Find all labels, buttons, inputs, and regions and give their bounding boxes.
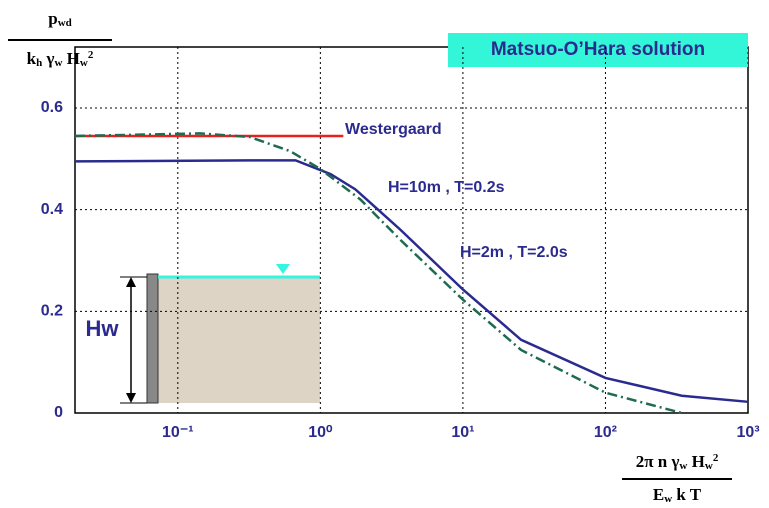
x-tick-label: 10¹ bbox=[451, 424, 474, 441]
label-part: E bbox=[653, 485, 664, 504]
axis-label: Ew k T bbox=[653, 485, 702, 505]
x-tick-label: 10⁰ bbox=[308, 424, 333, 441]
x-tick-label: 10³ bbox=[736, 424, 759, 441]
x-tick-label: 10² bbox=[594, 424, 617, 441]
label-part: k T bbox=[672, 485, 702, 504]
label-part: k bbox=[27, 49, 37, 68]
label-part: H bbox=[687, 452, 704, 471]
label-part: H bbox=[62, 49, 79, 68]
axis-label: kh γw Hw2 bbox=[27, 49, 94, 69]
title-box bbox=[448, 33, 748, 67]
arrow-head bbox=[126, 393, 136, 403]
series-line bbox=[74, 159, 749, 404]
axis-label: 2π n γw Hw2 bbox=[636, 452, 719, 472]
axis-label: pwd bbox=[48, 9, 72, 29]
label-part: w bbox=[705, 460, 713, 472]
wall bbox=[146, 273, 159, 404]
legend-label: Westergaard bbox=[345, 121, 442, 138]
y-tick-label: 0.4 bbox=[41, 201, 63, 218]
label-part: w bbox=[54, 57, 62, 69]
label-part: 2π n γ bbox=[636, 452, 680, 471]
legend-label: H=2m , T=2.0s bbox=[460, 244, 568, 261]
label-part: w bbox=[80, 57, 88, 69]
label-part: γ bbox=[42, 49, 54, 68]
y-tick-label: 0.2 bbox=[41, 303, 63, 320]
label-part: p bbox=[48, 9, 57, 28]
series-line bbox=[74, 132, 683, 415]
legend-label: H=10m , T=0.2s bbox=[388, 179, 505, 196]
arrow-head bbox=[126, 277, 136, 287]
annotation: Hw bbox=[86, 316, 120, 341]
water-body bbox=[158, 277, 320, 403]
label-part: 2 bbox=[88, 49, 94, 61]
label-part: 2 bbox=[713, 452, 719, 464]
y-tick-label: 0.6 bbox=[41, 99, 63, 116]
label-part: w bbox=[664, 493, 672, 505]
label-part: w bbox=[679, 460, 687, 472]
chart-title: Matsuo-O’Hara solution bbox=[491, 39, 705, 60]
x-tick-label: 10⁻¹ bbox=[162, 424, 194, 441]
label-part: h bbox=[36, 57, 42, 69]
water-marker bbox=[276, 264, 290, 274]
y-tick-label: 0 bbox=[54, 404, 63, 421]
label-part: wd bbox=[58, 17, 72, 29]
